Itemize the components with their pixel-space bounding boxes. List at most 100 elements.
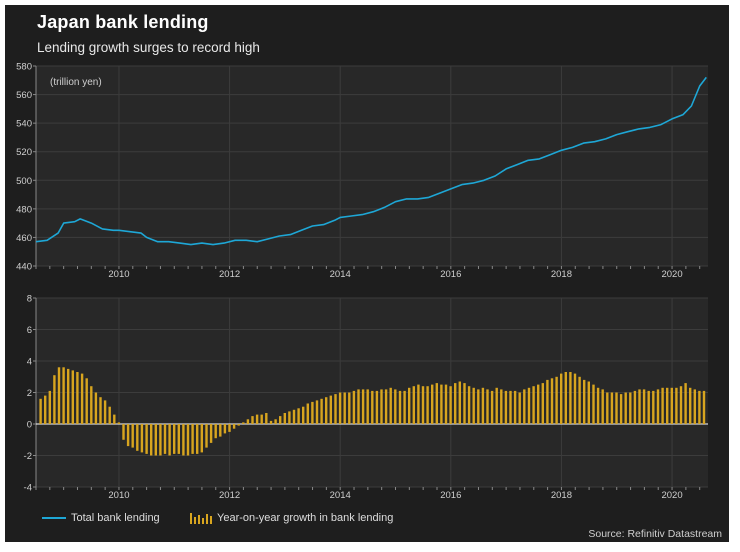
bar-yoy-growth xyxy=(154,424,157,456)
bar-yoy-growth xyxy=(458,381,461,424)
growth-x-tick-label: 2012 xyxy=(219,490,240,501)
bar-yoy-growth xyxy=(343,392,346,424)
bar-yoy-growth xyxy=(375,390,379,424)
bar-yoy-growth xyxy=(366,389,369,424)
bar-yoy-growth xyxy=(292,409,296,424)
bar-yoy-growth xyxy=(684,383,687,424)
bar-yoy-growth xyxy=(486,389,489,424)
bar-yoy-growth xyxy=(288,411,291,424)
bar-yoy-growth xyxy=(463,383,466,424)
growth-y-tick-label: 0 xyxy=(27,420,32,431)
bar-yoy-growth xyxy=(255,414,259,424)
bar-yoy-growth xyxy=(454,383,457,424)
bar-yoy-growth xyxy=(596,387,600,424)
bar-yoy-growth xyxy=(177,424,180,454)
bar-yoy-growth xyxy=(85,378,88,424)
bar-yoy-growth xyxy=(122,424,125,440)
bar-yoy-growth xyxy=(279,416,282,424)
growth-y-tick-label: 8 xyxy=(27,294,32,305)
bar-yoy-growth xyxy=(661,387,664,424)
bar-yoy-growth xyxy=(615,392,618,424)
growth-y-tick-label: -4 xyxy=(24,483,32,494)
bar-yoy-growth xyxy=(569,372,572,424)
bar-yoy-growth xyxy=(384,389,388,424)
bar-yoy-growth xyxy=(481,387,485,424)
bar-yoy-growth xyxy=(698,390,701,424)
bar-yoy-growth xyxy=(666,387,669,424)
bar-yoy-growth xyxy=(251,416,254,424)
growth-x-tick-label: 2018 xyxy=(551,490,572,501)
bar-yoy-growth xyxy=(647,390,650,424)
bar-yoy-growth xyxy=(113,414,116,424)
bar-yoy-growth xyxy=(532,386,535,424)
bar-yoy-growth xyxy=(352,390,356,424)
bar-yoy-growth xyxy=(150,424,153,456)
bar-yoy-growth xyxy=(408,387,411,424)
bar-yoy-growth xyxy=(173,424,176,454)
legend-line-entry: Total bank lending xyxy=(42,511,160,525)
bar-yoy-growth xyxy=(619,394,623,424)
bar-yoy-growth xyxy=(523,389,526,424)
bar-yoy-growth xyxy=(209,424,213,443)
bar-yoy-growth xyxy=(205,424,208,448)
bar-yoy-growth xyxy=(53,375,56,424)
bar-yoy-growth xyxy=(200,424,203,453)
bar-yoy-growth xyxy=(338,392,342,424)
bar-yoy-growth xyxy=(320,398,323,424)
bar-yoy-growth xyxy=(610,392,614,424)
bar-yoy-growth xyxy=(163,424,167,454)
lending-y-tick-label: 460 xyxy=(16,233,32,244)
bar-yoy-growth xyxy=(302,406,305,424)
bar-yoy-growth xyxy=(136,424,139,451)
bar-yoy-growth xyxy=(398,390,402,424)
bar-yoy-growth xyxy=(472,387,475,424)
lending-y-tick-label: 540 xyxy=(16,119,32,130)
chart-subtitle: Lending growth surges to record high xyxy=(37,40,260,55)
bar-yoy-growth xyxy=(624,392,627,424)
bar-yoy-growth xyxy=(260,414,263,424)
bar-yoy-growth xyxy=(191,424,194,454)
lending-x-tick-label: 2018 xyxy=(551,269,572,280)
source-note: Source: Refinitiv Datastream xyxy=(588,528,722,540)
bar-yoy-growth xyxy=(357,389,360,424)
bar-yoy-growth xyxy=(99,397,102,424)
bar-yoy-growth xyxy=(564,372,567,424)
lending-x-tick-label: 2010 xyxy=(108,269,129,280)
bar-yoy-growth xyxy=(500,389,503,424)
bar-yoy-growth xyxy=(182,424,185,456)
bar-yoy-growth xyxy=(421,386,425,424)
bar-yoy-growth xyxy=(334,394,337,424)
bar-yoy-growth xyxy=(633,390,637,424)
bar-yoy-growth xyxy=(495,387,498,424)
bar-yoy-growth xyxy=(283,413,286,424)
bar-yoy-growth xyxy=(237,424,240,426)
bar-yoy-growth xyxy=(504,390,508,424)
bar-yoy-growth xyxy=(44,395,47,424)
bar-yoy-growth xyxy=(90,386,93,424)
bar-yoy-growth xyxy=(214,424,217,439)
lending-x-tick-label: 2016 xyxy=(440,269,461,280)
bar-yoy-growth xyxy=(371,390,374,424)
bar-yoy-growth xyxy=(186,424,190,456)
bar-yoy-growth xyxy=(108,406,111,424)
bar-yoy-growth xyxy=(592,384,595,424)
bar-yoy-growth xyxy=(223,424,227,434)
bar-yoy-growth xyxy=(449,386,452,424)
bar-yoy-growth xyxy=(325,397,328,424)
bar-yoy-growth xyxy=(71,370,74,424)
bar-yoy-growth xyxy=(670,387,673,424)
lending-x-tick-label: 2020 xyxy=(661,269,682,280)
bar-yoy-growth xyxy=(94,392,98,424)
bar-yoy-growth xyxy=(39,398,42,424)
growth-y-tick-label: 6 xyxy=(27,325,32,336)
legend-line-swatch xyxy=(42,517,66,519)
bar-yoy-growth xyxy=(518,392,521,424)
bar-yoy-growth xyxy=(467,386,471,424)
legend-line-label: Total bank lending xyxy=(71,512,160,524)
bar-yoy-growth xyxy=(417,384,420,424)
bar-yoy-growth xyxy=(67,368,70,424)
lending-y-tick-label: 500 xyxy=(16,176,32,187)
bar-yoy-growth xyxy=(412,386,415,424)
bar-yoy-growth xyxy=(103,400,107,424)
bar-yoy-growth xyxy=(57,367,61,424)
